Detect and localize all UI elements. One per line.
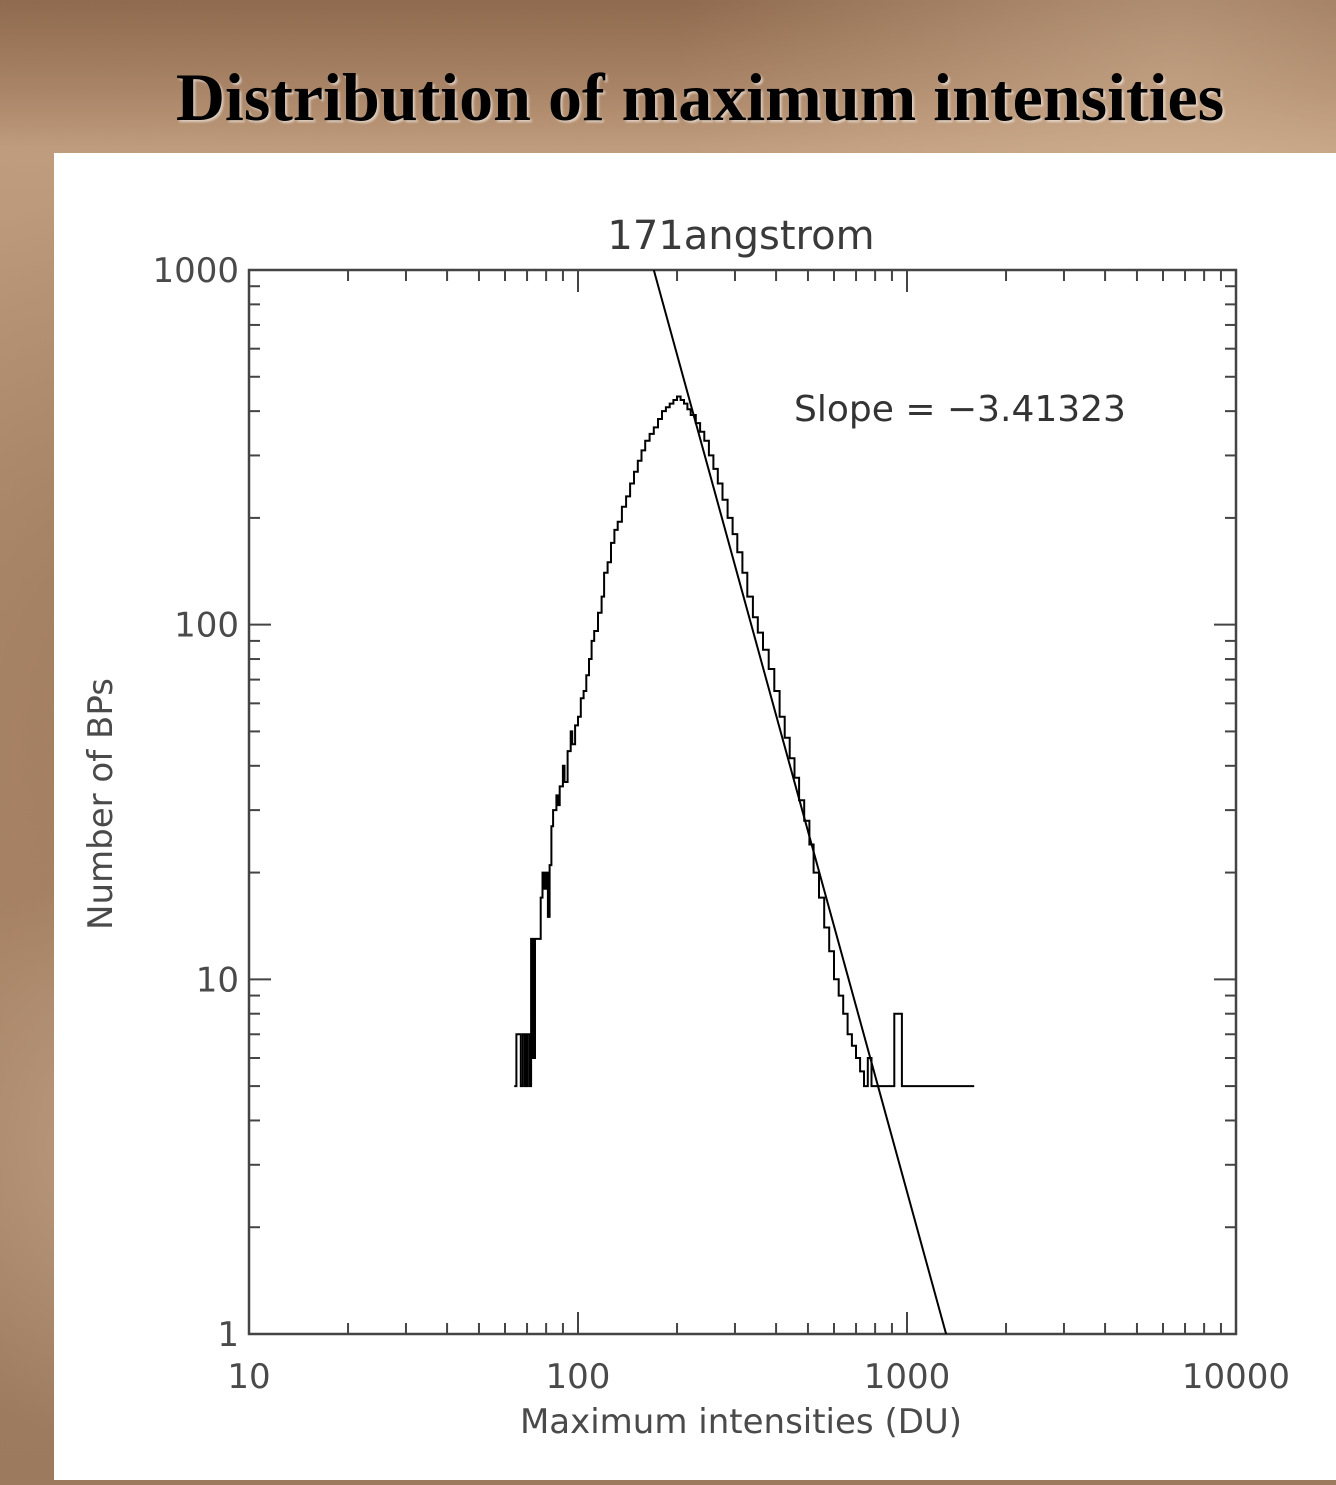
fit-line — [652, 270, 948, 1334]
y-tick-label: 10 — [196, 960, 239, 1000]
chart-title: 171angstrom — [607, 213, 874, 259]
x-axis-label: Maximum intensities (DU) — [520, 1402, 962, 1442]
series-layer — [514, 270, 975, 1334]
x-tick-label: 10 — [227, 1357, 270, 1397]
slide-title: Distribution of maximum intensities — [175, 59, 1225, 135]
y-tick-label: 1000 — [152, 251, 239, 291]
x-tick-label: 10000 — [1182, 1357, 1290, 1397]
x-tick-label: 100 — [546, 1357, 611, 1397]
plot-frame — [247, 268, 1238, 1336]
slope-annotation: Slope = −3.41323 — [794, 389, 1126, 430]
y-tick-label: 1 — [217, 1315, 239, 1355]
x-tick-label: 1000 — [864, 1357, 951, 1397]
axis-ticks — [248, 270, 1236, 1335]
axes-frame — [247, 268, 1238, 1336]
histogram-series — [514, 395, 975, 1088]
plot-panel: 10 100 1000 10000 1 10 100 1000 171angstrom Max… — [54, 153, 1336, 1480]
y-axis-label: Number of BPs — [81, 678, 121, 930]
y-tick-label: 100 — [174, 606, 239, 646]
